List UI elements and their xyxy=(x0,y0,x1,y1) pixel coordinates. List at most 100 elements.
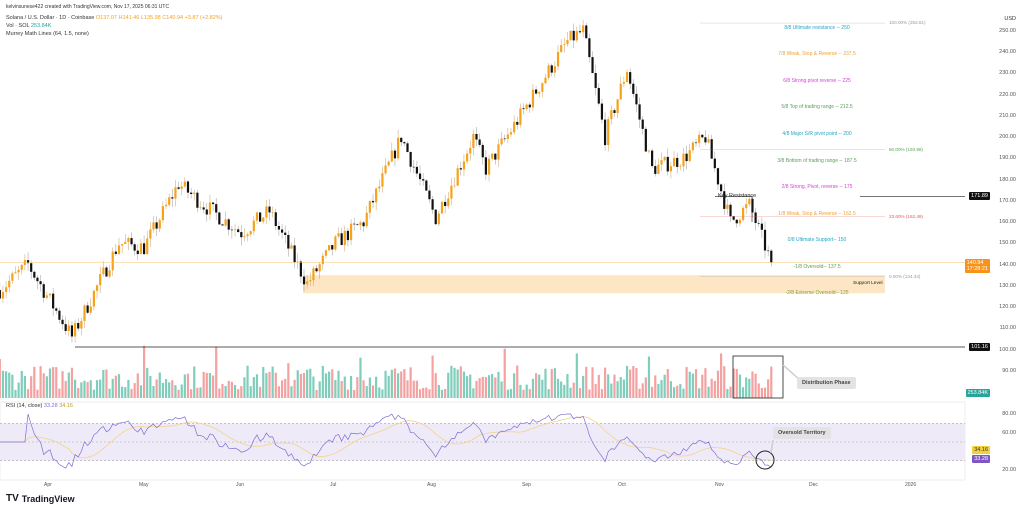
volume-bar xyxy=(572,382,575,398)
volume-bar xyxy=(190,389,193,398)
candle xyxy=(337,233,340,237)
candle xyxy=(635,93,638,105)
volume-bar xyxy=(396,373,400,398)
candle xyxy=(654,166,657,174)
volume-bar xyxy=(215,346,218,398)
volume-bar xyxy=(698,388,701,398)
candle xyxy=(723,191,726,209)
candle xyxy=(688,150,691,162)
support-zone xyxy=(303,275,885,294)
volume-bar xyxy=(218,388,221,398)
candle xyxy=(124,241,127,244)
candle xyxy=(647,150,651,152)
volume-bar xyxy=(353,389,356,398)
volume-bar xyxy=(196,387,199,398)
volume-bar xyxy=(660,380,663,398)
candle xyxy=(174,187,177,199)
volume-bar xyxy=(262,367,265,398)
candle xyxy=(525,104,528,110)
volume-bar xyxy=(243,377,246,398)
candle xyxy=(741,208,745,220)
volume-bar xyxy=(70,367,74,398)
volume-bar xyxy=(547,389,550,398)
volume-tag: 253.84K xyxy=(965,389,990,397)
volume-bar xyxy=(42,373,45,398)
volume-bar xyxy=(437,384,440,398)
candle xyxy=(431,199,434,210)
candle xyxy=(89,306,92,313)
volume-bar xyxy=(324,373,328,398)
candle xyxy=(622,82,625,84)
candle xyxy=(444,201,447,207)
volume-bar xyxy=(312,376,315,398)
candle xyxy=(331,245,334,250)
candle xyxy=(211,202,215,205)
volume-bar xyxy=(513,373,516,398)
candle xyxy=(4,287,8,293)
candle xyxy=(368,200,371,213)
candle xyxy=(663,156,666,161)
candle xyxy=(506,134,509,139)
oversold-circle xyxy=(755,450,775,470)
candle xyxy=(412,166,415,168)
volume-bar xyxy=(597,374,600,398)
candle xyxy=(249,231,252,235)
candle xyxy=(500,138,503,145)
volume-bar xyxy=(647,356,651,398)
candle xyxy=(516,121,519,125)
volume-bar xyxy=(763,387,767,398)
volume-bar xyxy=(356,377,359,398)
vol-label: Vol · SOL xyxy=(6,23,30,29)
candle xyxy=(494,153,497,160)
volume-bar xyxy=(434,373,437,398)
candle xyxy=(186,181,190,193)
volume-bar xyxy=(387,375,390,398)
volume-bar xyxy=(252,377,255,398)
volume-bar xyxy=(161,382,164,398)
volume-bar xyxy=(146,367,149,398)
volume-bar xyxy=(127,379,130,398)
volume-bar xyxy=(177,389,180,398)
candle xyxy=(243,236,246,238)
volume-bar xyxy=(393,368,397,398)
candle xyxy=(415,166,419,174)
volume-bar xyxy=(124,387,127,398)
support-level-label: Support Level xyxy=(853,281,883,286)
candle xyxy=(36,277,39,282)
volume-bar xyxy=(710,378,713,398)
volume-bar xyxy=(622,379,625,398)
candle xyxy=(644,128,647,152)
volume-bar xyxy=(240,386,243,398)
candle xyxy=(720,184,723,192)
volume-bar xyxy=(462,371,466,398)
candle xyxy=(393,150,397,159)
candle xyxy=(324,250,328,256)
candle xyxy=(375,188,378,203)
candle xyxy=(274,212,277,227)
candle xyxy=(161,206,164,221)
volume-bar xyxy=(105,369,108,398)
volume-bar xyxy=(506,389,509,398)
volume-bar xyxy=(566,374,569,398)
candle xyxy=(541,83,544,92)
volume-bar xyxy=(415,380,419,398)
candle xyxy=(309,280,312,282)
candle xyxy=(55,308,58,311)
volume-bar xyxy=(73,379,77,398)
volume-bar xyxy=(613,374,616,398)
candle xyxy=(425,180,428,191)
volume-bar xyxy=(130,388,133,398)
candle xyxy=(117,245,121,254)
volume-bar xyxy=(365,386,368,398)
volume-bar xyxy=(315,389,318,398)
volume-bar xyxy=(14,389,17,398)
volume-bar xyxy=(600,389,604,398)
candle xyxy=(146,238,149,255)
volume-bar xyxy=(651,386,654,398)
volume-bar xyxy=(183,374,186,398)
candle xyxy=(763,229,767,251)
candle xyxy=(384,165,387,174)
volume-bar xyxy=(738,374,742,398)
candle xyxy=(534,89,538,94)
